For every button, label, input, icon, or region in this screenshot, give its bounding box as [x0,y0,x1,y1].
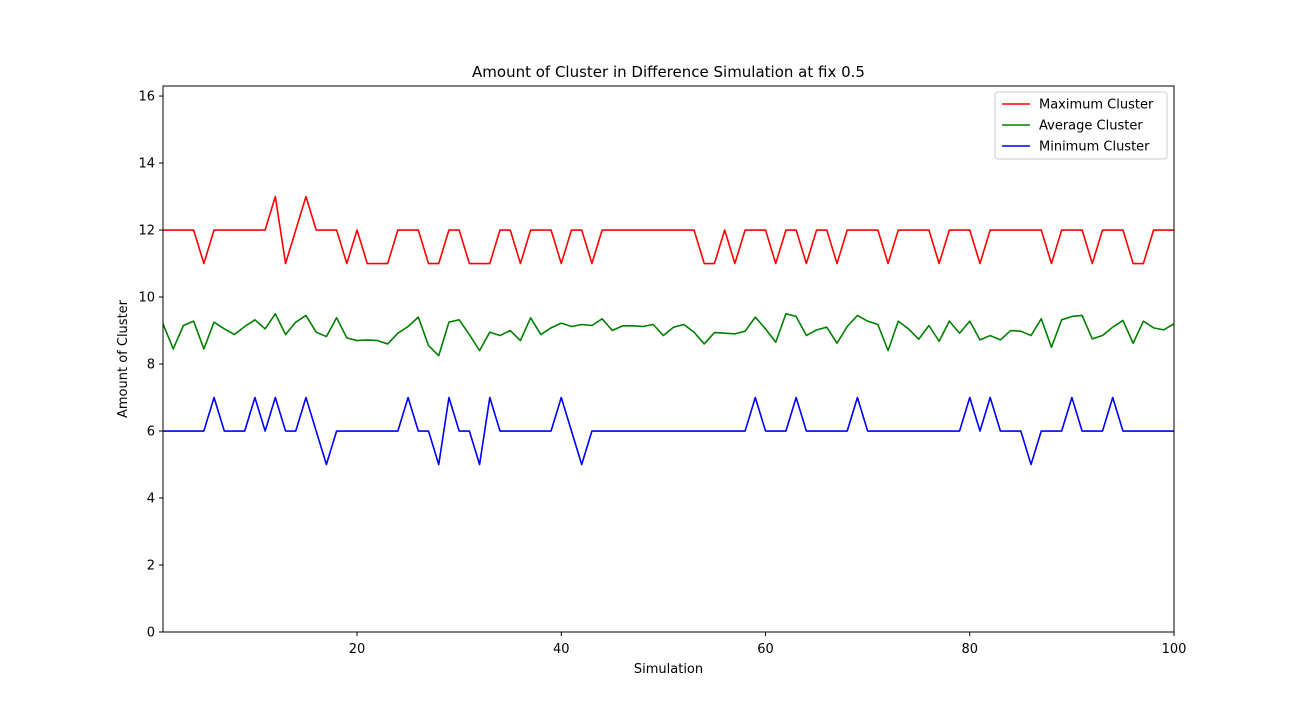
y-tick-label-3: 6 [147,425,155,440]
y-tick-label-4: 8 [147,358,155,373]
y-axis: 0 2 4 6 8 10 12 14 16 [138,90,163,641]
series-layer [162,195,1175,466]
legend-label-0: Maximum Cluster [1039,98,1154,113]
x-tick-label-2: 60 [757,642,774,657]
y-tick-label-0: 0 [147,626,155,641]
series-line-0 [163,195,1174,265]
x-tick-label-1: 40 [553,642,570,657]
legend-label-2: Minimum Cluster [1039,140,1150,155]
x-tick-label-3: 80 [961,642,978,657]
y-tick-label-5: 10 [138,291,155,306]
x-tick-label-4: 100 [1162,642,1187,657]
legend: Maximum Cluster Average Cluster Minimum Cl… [994,91,1168,160]
plot-area [162,85,1175,633]
y-tick-label-7: 14 [138,157,155,172]
plot-background [163,86,1174,632]
x-axis-label: Simulation [634,662,703,677]
y-tick-label-8: 16 [138,90,155,105]
plot-frame [162,85,1175,633]
x-axis: 20 40 60 80 100 [349,632,1187,657]
legend-label-1: Average Cluster [1039,119,1143,134]
series-line-1 [162,312,1175,357]
chart-title: Amount of Cluster in Difference Simulati… [472,63,865,81]
y-tick-label-2: 4 [147,492,155,507]
y-tick-label-6: 12 [138,224,155,239]
legend-box [994,91,1168,160]
y-axis-label: Amount of Cluster [116,299,131,418]
series-line-2 [163,396,1174,466]
y-tick-label-1: 2 [147,559,155,574]
x-tick-label-0: 20 [349,642,366,657]
